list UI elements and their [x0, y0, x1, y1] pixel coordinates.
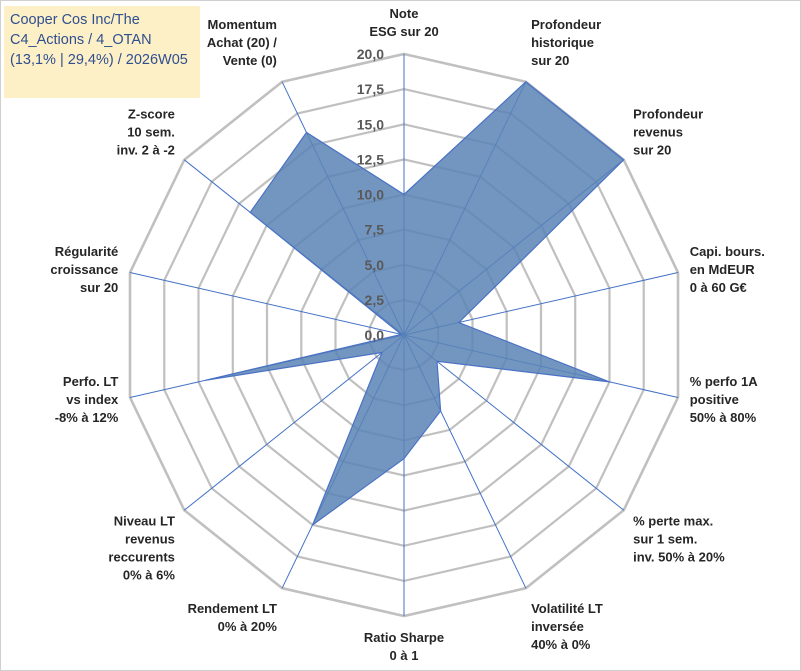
axis-label: Capi. bours. en MdEUR 0 à 60 G€ — [690, 244, 765, 295]
axis-label: % perfo 1A positive 50% à 80% — [690, 374, 759, 425]
axis-label: Volatilité LT inversée 40% à 0% — [531, 601, 603, 652]
chart-title-line-1: Cooper Cos Inc/The — [10, 12, 140, 28]
axis-spoke — [403, 334, 625, 511]
radial-tick-label: 2,5 — [365, 292, 385, 308]
axis-label: Régularité croissance sur 20 — [50, 244, 118, 295]
axis-label: Perfo. LT vs index -8% à 12% — [55, 374, 119, 425]
radial-tick-label: 0,0 — [365, 327, 385, 343]
axis-label: Niveau LT revenus reccurents 0% à 6% — [108, 514, 175, 583]
radial-tick-label: 20,0 — [357, 46, 384, 62]
axis-label: Profondeur revenus sur 20 — [633, 106, 703, 157]
axis-spoke — [129, 272, 405, 336]
axis-label: Ratio Sharpe 0 à 1 — [364, 630, 444, 663]
axis-label: % perte max. sur 1 sem. inv. 50% à 20% — [633, 514, 725, 565]
chart-title-box: Cooper Cos Inc/The C4_Actions / 4_OTAN (… — [4, 6, 200, 98]
radial-tick-label: 5,0 — [365, 257, 385, 273]
chart-title-line-3: (13,1% | 29,4%) / 2026W05 — [10, 52, 188, 68]
radial-tick-label: 10,0 — [357, 187, 384, 203]
radial-tick-label: 12,5 — [357, 151, 384, 167]
radial-tick-label: 15,0 — [357, 116, 384, 132]
data-area-series — [205, 81, 625, 527]
axis-label: Momentum Achat (20) / Vente (0) — [207, 17, 277, 68]
axis-spoke — [183, 334, 405, 511]
radial-tick-label: 7,5 — [365, 222, 385, 238]
chart-title-line-2: C4_Actions / 4_OTAN — [10, 32, 152, 48]
axis-label: Profondeur historique sur 20 — [531, 17, 601, 68]
axis-label: Rendement LT 0% à 20% — [188, 601, 278, 634]
axis-label: Note ESG sur 20 — [369, 6, 438, 39]
axis-label: Z-score 10 sem. inv. 2 à -2 — [117, 106, 175, 157]
radial-tick-label: 17,5 — [357, 81, 384, 97]
